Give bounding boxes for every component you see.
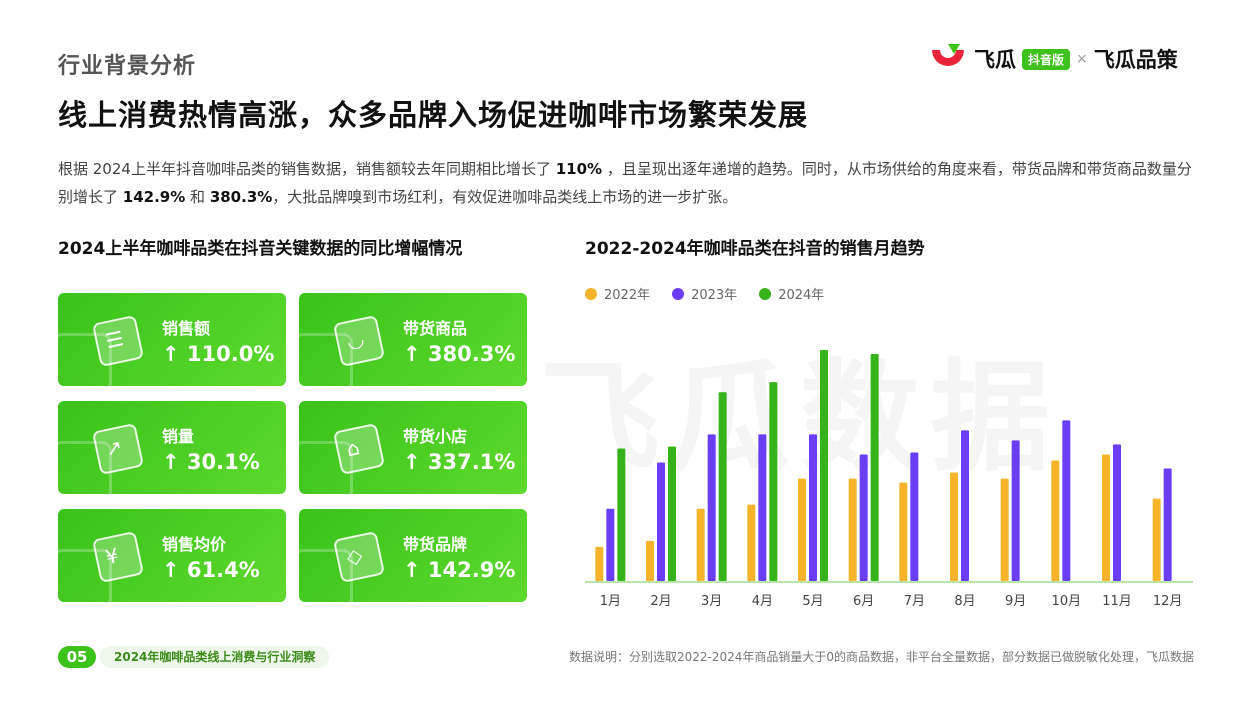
- bar-2023年-8月: [961, 430, 969, 581]
- x-tick-label: 9月: [1005, 594, 1026, 609]
- card-value: ↑ 337.1%: [403, 450, 516, 474]
- bar-2022年-8月: [950, 472, 958, 581]
- card-decoration: [299, 441, 353, 494]
- bar-2024年-1月: [617, 448, 626, 581]
- x-tick-label: 4月: [752, 594, 773, 609]
- card-label: 销售均价: [162, 535, 227, 554]
- brand-logo: 飞瓜 抖音版 × 飞瓜品策: [930, 44, 1178, 74]
- legend-item-2023: 2023年: [672, 284, 737, 303]
- bar-2023年-3月: [707, 434, 716, 581]
- card-stores: ⌂ 带货小店 ↑ 337.1%: [299, 401, 527, 494]
- x-tick-label: 11月: [1102, 594, 1132, 609]
- sales-growth-value: 110%: [555, 160, 603, 178]
- legend-dot: [585, 287, 597, 300]
- page-title: 线上消费热情高涨，众多品牌入场促进咖啡市场繁荣发展: [58, 98, 809, 132]
- x-tick-label: 12月: [1153, 594, 1183, 609]
- card-label: 销售额: [162, 319, 211, 338]
- card-label: 销量: [162, 427, 195, 446]
- card-decoration: [299, 333, 353, 386]
- bar-2022年-2月: [646, 540, 654, 581]
- card-products: ◡ 带货商品 ↑ 380.3%: [299, 293, 527, 386]
- chart-legend: 2022年 2023年 2024年: [585, 284, 824, 303]
- card-value: ↑ 61.4%: [162, 558, 260, 582]
- bar-2022年-9月: [1000, 478, 1009, 581]
- bar-2022年-5月: [798, 478, 806, 581]
- bar-2022年-12月: [1152, 498, 1161, 581]
- bar-2023年-9月: [1011, 440, 1020, 581]
- bar-2022年-1月: [595, 546, 604, 581]
- bar-2023年-12月: [1163, 468, 1172, 581]
- logo-separator: ×: [1076, 51, 1088, 67]
- card-avg-price: ¥ 销售均价 ↑ 61.4%: [58, 509, 286, 602]
- card-value: ↑ 142.9%: [403, 558, 516, 582]
- x-tick-label: 8月: [954, 594, 975, 609]
- bar-2022年-7月: [899, 482, 908, 581]
- card-decoration: [58, 549, 112, 602]
- card-value: ↑ 30.1%: [162, 450, 260, 474]
- x-tick-label: 6月: [853, 594, 874, 609]
- bar-2022年-4月: [747, 504, 756, 581]
- legend-item-2022: 2022年: [585, 284, 650, 303]
- bar-2023年-4月: [758, 434, 767, 581]
- bar-2024年-5月: [820, 350, 828, 581]
- bar-2024年-3月: [718, 392, 727, 581]
- bar-2023年-7月: [910, 452, 919, 581]
- report-title: 2024年咖啡品类线上消费与行业洞察: [100, 646, 330, 668]
- logo-partner: 飞瓜品策: [1093, 48, 1178, 72]
- legend-dot: [672, 287, 685, 300]
- legend-item-2024: 2024年: [759, 284, 824, 303]
- x-tick-label: 7月: [904, 594, 925, 609]
- card-label: 带货商品: [403, 319, 468, 338]
- bar-2023年-5月: [809, 434, 817, 581]
- chart-title: 2022-2024年咖啡品类在抖音的销售月趋势: [585, 239, 925, 259]
- bar-2023年-10月: [1062, 420, 1071, 581]
- bar-2023年-1月: [606, 508, 615, 581]
- bar-2023年-11月: [1113, 444, 1121, 581]
- logo-badge: 抖音版: [1022, 48, 1071, 70]
- page-number: 05: [58, 646, 96, 668]
- card-label: 带货小店: [403, 427, 468, 446]
- x-tick-label: 10月: [1052, 594, 1082, 609]
- card-decoration: [299, 549, 353, 602]
- card-label: 带货品牌: [403, 535, 468, 554]
- left-panel-title: 2024上半年咖啡品类在抖音关键数据的同比增幅情况: [58, 239, 463, 259]
- bar-2022年-11月: [1102, 454, 1110, 581]
- legend-dot: [759, 287, 772, 300]
- card-decoration: [58, 441, 112, 494]
- data-note: 数据说明：分别选取2022-2024年商品销量大于0的商品数据，非平台全量数据，…: [568, 650, 1194, 664]
- card-sales-amount: ☰ 销售额 ↑ 110.0%: [58, 293, 286, 386]
- bar-2024年-4月: [769, 382, 778, 581]
- card-sales-volume: ↗ 销量 ↑ 30.1%: [58, 401, 286, 494]
- x-tick-label: 2月: [650, 594, 671, 609]
- bar-2022年-6月: [848, 478, 857, 581]
- bar-2022年-10月: [1051, 460, 1060, 581]
- x-tick-label: 1月: [600, 594, 621, 609]
- product-growth-value: 380.3%: [209, 188, 273, 206]
- description: 根据 2024上半年抖音咖啡品类的销售数据，销售额较去年同期相比增长了 110%…: [58, 160, 1192, 206]
- bar-2023年-6月: [859, 454, 868, 581]
- card-brands: ◇ 带货品牌 ↑ 142.9%: [299, 509, 527, 602]
- logo-brand: 飞瓜: [974, 48, 1016, 72]
- card-value: ↑ 380.3%: [403, 342, 516, 366]
- melon-logo-icon: [930, 44, 968, 74]
- card-value: ↑ 110.0%: [162, 342, 275, 366]
- x-tick-label: 5月: [802, 594, 823, 609]
- bar-2023年-2月: [657, 462, 665, 581]
- card-decoration: [58, 333, 112, 386]
- x-tick-label: 3月: [701, 594, 722, 609]
- bar-2022年-3月: [696, 508, 705, 581]
- bar-2024年-2月: [668, 446, 676, 581]
- bar-2024年-6月: [870, 354, 879, 581]
- section-title: 行业背景分析: [58, 54, 197, 79]
- brand-growth-value: 142.9%: [122, 188, 186, 206]
